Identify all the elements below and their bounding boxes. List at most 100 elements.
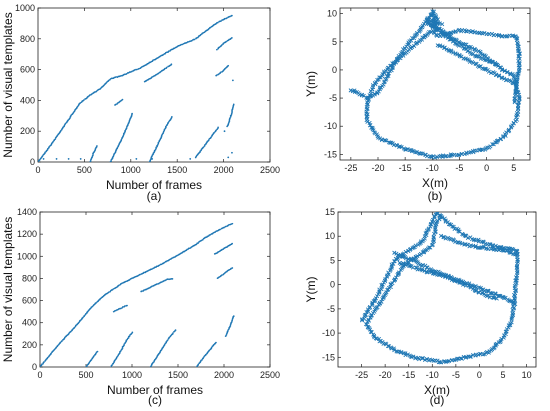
- data-point: [189, 158, 192, 160]
- plot-frame: [37, 7, 271, 163]
- data-point: [43, 361, 45, 363]
- data-point: [394, 275, 399, 280]
- data-point: [151, 158, 154, 160]
- data-point: [225, 225, 227, 228]
- data-point: [82, 316, 84, 319]
- data-point: [466, 283, 471, 288]
- data-point: [367, 120, 372, 125]
- y-tick-label: -15: [324, 149, 337, 159]
- x-axis-label: Number of frames: [107, 383, 203, 397]
- data-point: [502, 68, 507, 73]
- data-point: [361, 93, 366, 98]
- x-axis-label: X(m): [424, 383, 450, 397]
- data-point: [209, 26, 212, 29]
- data-point: [231, 267, 234, 269]
- data-point: [41, 155, 44, 157]
- data-point: [460, 28, 464, 33]
- data-point: [515, 259, 520, 264]
- data-point: [89, 160, 92, 162]
- data-point: [516, 54, 521, 59]
- y-axis-label: Number of visual templates: [1, 12, 15, 157]
- data-point: [143, 271, 145, 274]
- y-tick-label: 800: [22, 273, 37, 283]
- data-point: [498, 293, 503, 298]
- data-point: [219, 71, 222, 74]
- x-tick-label: -25: [344, 163, 357, 173]
- data-point: [170, 63, 173, 66]
- data-point: [407, 148, 412, 152]
- data-point: [143, 289, 145, 291]
- data-point: [231, 151, 233, 154]
- y-tick-label: 10: [325, 231, 335, 241]
- data-point: [225, 40, 228, 43]
- data-point: [443, 274, 448, 279]
- data-point: [513, 287, 518, 292]
- data-point: [429, 19, 434, 24]
- data-point: [392, 259, 397, 263]
- y-tick-label: 0: [30, 157, 35, 167]
- data-point: [111, 364, 113, 366]
- data-point: [516, 58, 521, 63]
- data-point: [438, 215, 443, 220]
- data-point: [135, 158, 138, 160]
- data-point: [511, 247, 516, 252]
- data-point: [232, 104, 235, 107]
- data-point: [225, 17, 228, 19]
- data-point: [123, 305, 126, 307]
- data-point: [435, 218, 440, 223]
- x-tick-label: 2500: [260, 370, 280, 380]
- plot-frame: [339, 7, 531, 161]
- data-point: [93, 91, 96, 93]
- data-point: [515, 273, 519, 278]
- data-point: [121, 98, 124, 101]
- data-point: [403, 249, 408, 254]
- y-axis-label: Y(m): [304, 71, 318, 97]
- x-axis-label: Number of frames: [106, 178, 202, 192]
- data-series: [348, 9, 522, 160]
- data-point: [217, 251, 220, 253]
- data-point: [231, 37, 233, 39]
- y-tick-label: 0: [32, 362, 37, 372]
- data-point: [61, 340, 63, 342]
- chart-panel-a: 0 500 1000 1500 2000 250002004006008001000Num…: [1, 3, 280, 203]
- data-point: [232, 315, 235, 317]
- data-point: [119, 75, 122, 77]
- data-point: [364, 115, 369, 120]
- y-tick-label: 1200: [17, 229, 37, 239]
- data-point: [120, 138, 123, 141]
- data-point: [397, 270, 401, 275]
- data-point: [390, 281, 395, 286]
- x-tick-label: 5: [511, 163, 516, 173]
- data-point: [384, 290, 389, 295]
- data-point: [494, 62, 499, 67]
- data-point: [417, 151, 422, 156]
- data-point: [213, 131, 215, 134]
- y-tick-label: 1400: [17, 207, 37, 217]
- data-point: [107, 291, 110, 294]
- data-point: [447, 37, 452, 42]
- data-point: [493, 292, 498, 297]
- data-point: [443, 34, 448, 39]
- data-point: [409, 38, 413, 43]
- data-point: [92, 355, 95, 357]
- x-tick-label: -10: [426, 163, 439, 173]
- data-point: [165, 66, 168, 69]
- data-point: [216, 21, 219, 24]
- data-point: [434, 26, 438, 31]
- data-point: [138, 67, 140, 70]
- data-point: [370, 301, 375, 306]
- data-point: [387, 69, 392, 74]
- data-point: [470, 52, 475, 57]
- data-point: [482, 31, 487, 35]
- data-point: [366, 318, 371, 323]
- data-point: [383, 277, 388, 282]
- data-point: [395, 255, 400, 260]
- panel-caption: (a): [147, 189, 162, 203]
- data-point: [372, 130, 377, 135]
- data-point: [150, 365, 152, 367]
- data-point: [221, 274, 223, 276]
- x-tick-label: -5: [455, 163, 463, 173]
- data-point: [227, 156, 230, 159]
- data-point: [226, 330, 229, 332]
